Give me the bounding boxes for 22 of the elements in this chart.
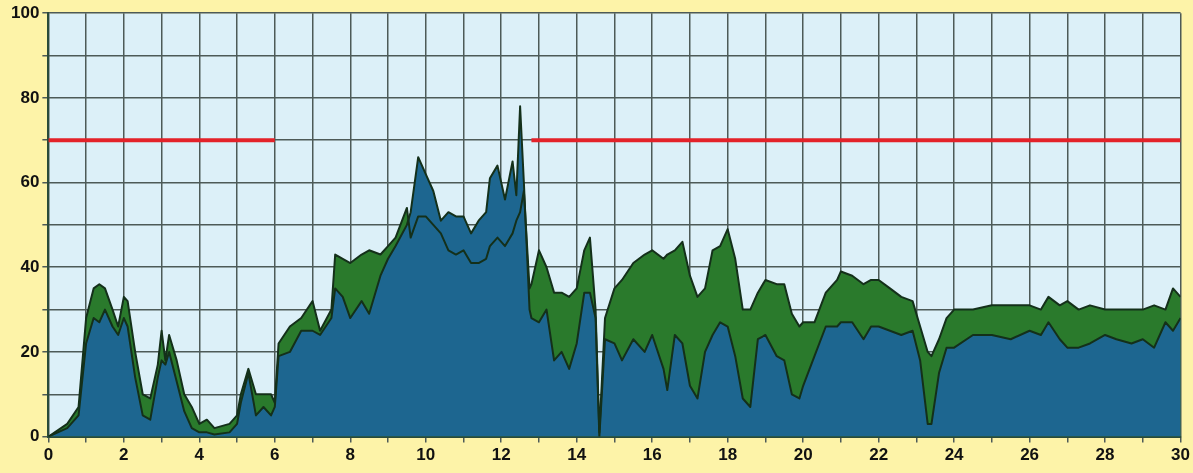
x-tick-label: 14 [567,445,587,465]
x-tick-label: 12 [491,445,511,465]
y-tick-label: 60 [20,172,40,192]
x-tick-label: 8 [345,445,356,465]
x-tick-label: 24 [944,445,965,465]
y-tick-label: 40 [20,256,40,276]
y-tick-label: 0 [29,426,40,446]
x-tick-label: 28 [1095,445,1115,465]
x-tick-label: 20 [793,445,813,465]
x-tick-label: 10 [416,445,436,465]
x-tick-label: 22 [869,445,889,465]
x-tick-label: 4 [194,445,205,465]
x-tick-label: 0 [43,445,54,465]
y-tick-label: 20 [20,341,40,361]
x-tick-label: 18 [718,445,738,465]
y-tick-label: 100 [10,2,40,22]
x-tick-label: 30 [1171,445,1191,465]
x-tick-label: 2 [119,445,129,465]
x-tick-label: 16 [642,445,662,465]
x-tick-label: 26 [1020,445,1040,465]
y-tick-label: 80 [20,87,40,107]
x-tick-label: 6 [270,445,280,465]
